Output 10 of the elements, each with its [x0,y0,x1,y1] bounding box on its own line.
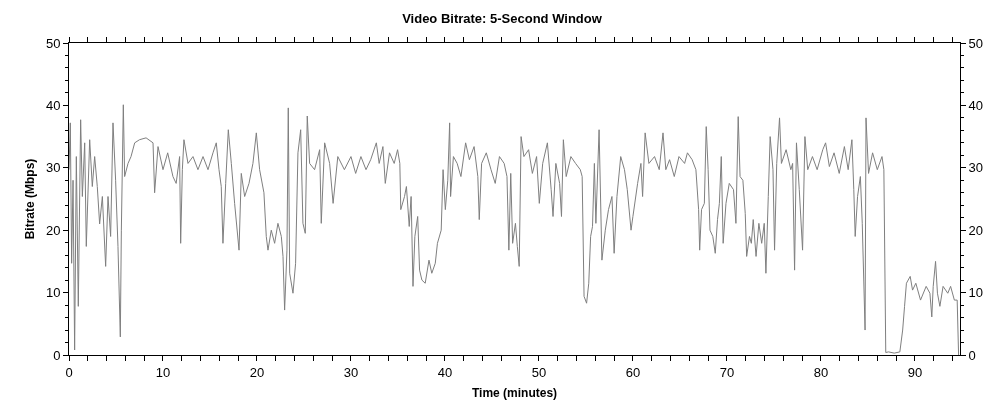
y2-tick-label: 30 [968,160,984,176]
y2-tick-label: 0 [968,347,976,363]
x-tick-label: 70 [719,364,735,380]
y2-tick-label: 40 [968,97,984,113]
x-tick-label: 60 [625,364,641,380]
x-tick-label: 80 [813,364,829,380]
x-tick-label: 90 [907,364,923,380]
y2-tick-label: 10 [968,285,984,301]
y2-tick-label: 50 [968,35,984,51]
y2-tick-label: 20 [968,222,984,238]
